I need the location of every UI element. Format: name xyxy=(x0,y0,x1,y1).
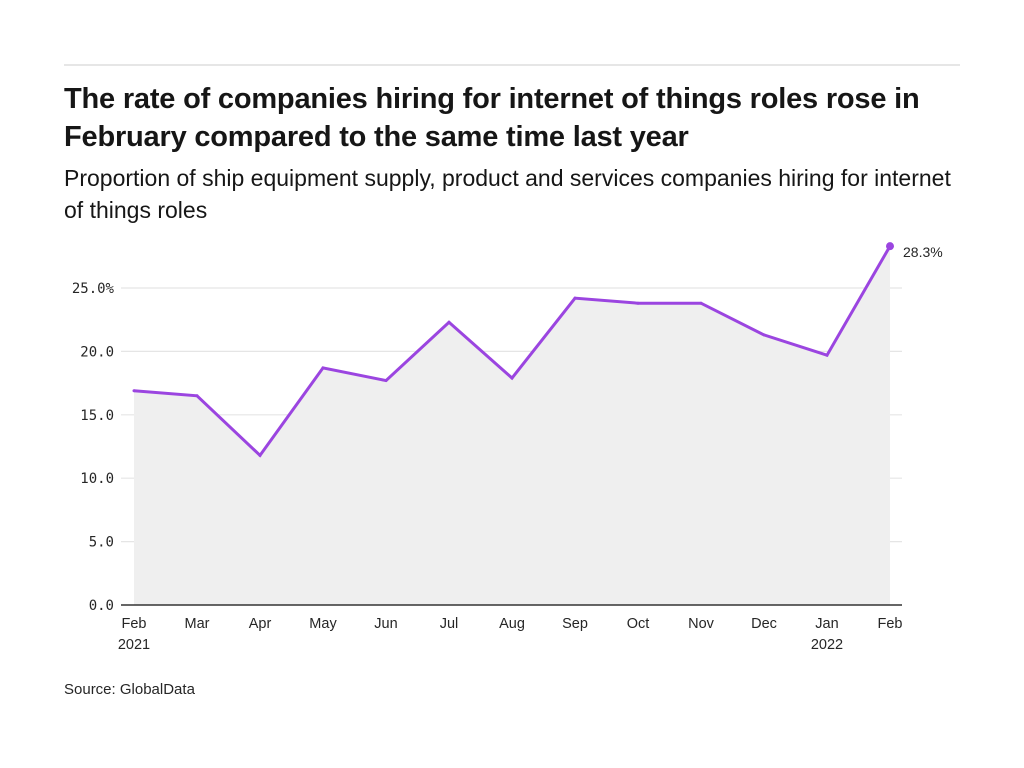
y-tick-label: 0.0 xyxy=(89,598,114,614)
data-point xyxy=(636,301,640,305)
end-point-marker xyxy=(886,242,894,251)
x-tick-label: Sep xyxy=(562,616,588,632)
x-tick-label: Feb xyxy=(122,616,147,632)
x-tick-label: Jun xyxy=(374,616,397,632)
data-point xyxy=(195,394,199,398)
x-tick-label: Nov xyxy=(688,616,715,632)
data-point xyxy=(321,366,325,370)
chart-subtitle: Proportion of ship equipment supply, pro… xyxy=(64,165,951,223)
x-tick-year-label: 2022 xyxy=(811,637,843,653)
y-axis-ticks: 0.0 5.0 10.0 15.0 20.0 25.0% xyxy=(72,281,115,614)
data-point xyxy=(132,389,136,393)
data-point xyxy=(384,379,388,383)
x-tick-label: Oct xyxy=(627,616,650,632)
y-tick-label: 25.0% xyxy=(72,281,115,297)
data-point xyxy=(447,320,451,324)
x-tick-label: Mar xyxy=(185,616,210,632)
y-tick-label: 15.0 xyxy=(80,408,114,424)
data-point xyxy=(699,301,703,305)
data-point xyxy=(825,353,829,357)
x-tick-year-label: 2021 xyxy=(118,637,150,653)
data-point xyxy=(573,296,577,300)
data-point xyxy=(510,376,514,380)
source-note: Source: GlobalData xyxy=(64,681,195,698)
x-tick-label: Feb xyxy=(878,616,903,632)
x-axis-ticks: Feb 2021 Mar Apr May Jun Jul Aug Sep Oct Nov Dec Jan… xyxy=(118,616,903,653)
x-tick-label: May xyxy=(309,616,337,632)
y-tick-label: 20.0 xyxy=(80,344,114,360)
data-point xyxy=(762,333,766,337)
data-point xyxy=(258,453,262,457)
x-tick-label: Jan xyxy=(815,616,838,632)
area-fill xyxy=(134,246,890,605)
x-tick-label: Aug xyxy=(499,616,525,632)
x-tick-label: Apr xyxy=(249,616,272,632)
y-tick-label: 10.0 xyxy=(80,471,114,487)
y-tick-label: 5.0 xyxy=(89,535,114,551)
top-divider xyxy=(64,64,960,66)
chart-title: The rate of companies hiring for interne… xyxy=(64,83,920,153)
end-value-label: 28.3% xyxy=(903,244,943,260)
x-tick-label: Jul xyxy=(440,616,459,632)
x-tick-label: Dec xyxy=(751,616,777,632)
